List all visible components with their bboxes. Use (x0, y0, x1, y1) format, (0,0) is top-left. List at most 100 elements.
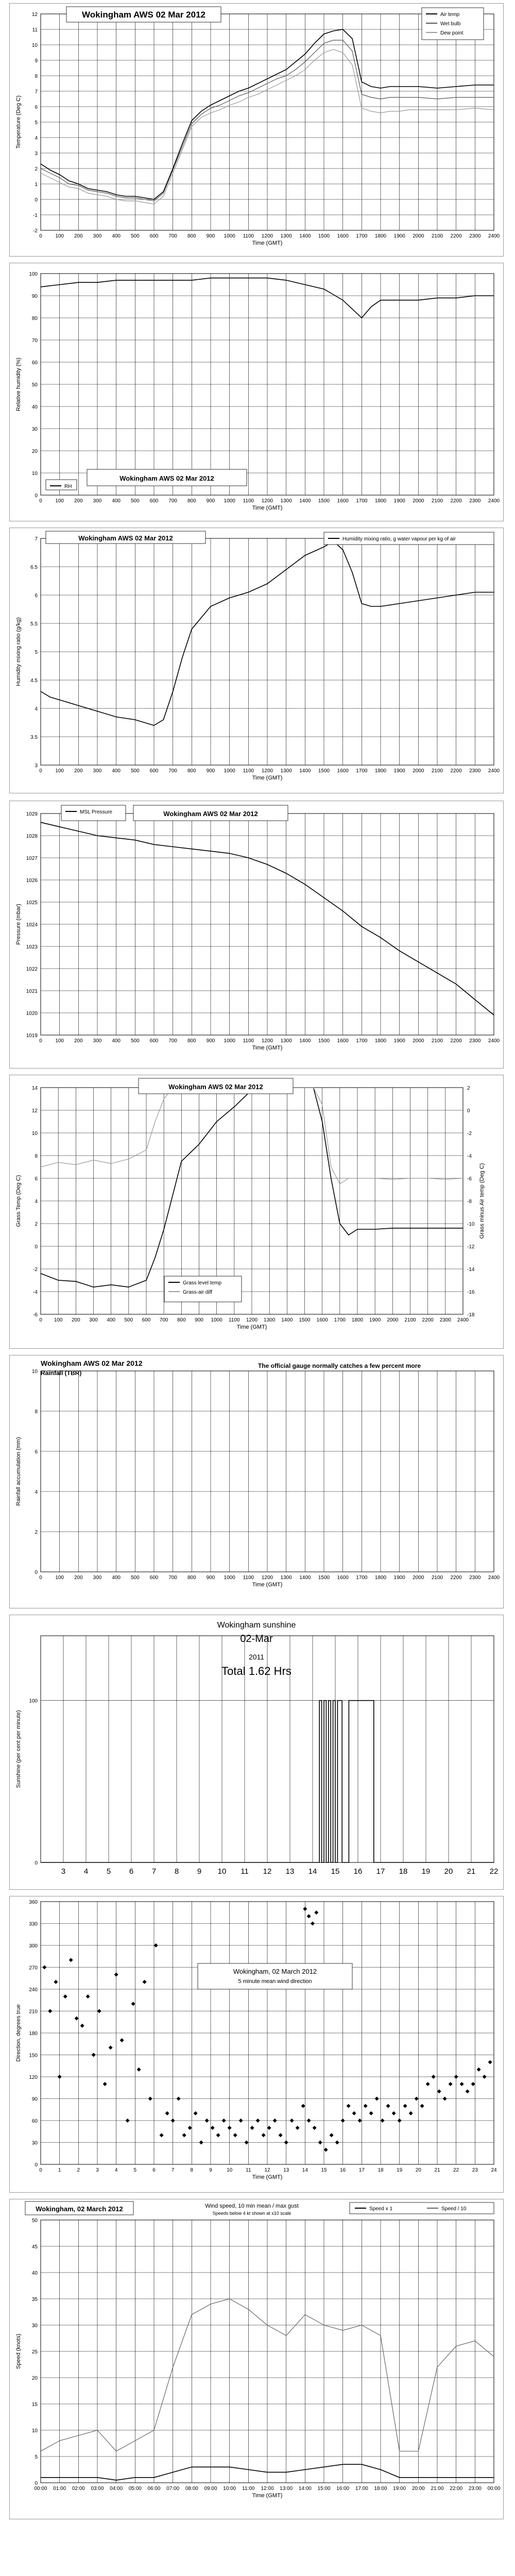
data-point (170, 2119, 175, 2123)
x-tick-label: 1000 (211, 1317, 223, 1323)
y-tick-label: 150 (29, 2053, 38, 2059)
series-line-0 (40, 29, 494, 200)
y-tick-label: 1026 (26, 878, 38, 884)
y-tick-label: 0 (35, 493, 38, 499)
x-tick-label: 100 (54, 1317, 63, 1323)
y-tick-label: -6 (33, 1312, 38, 1318)
x-tick-label: 1400 (299, 1038, 311, 1044)
y-tick-label: 240 (29, 1987, 38, 1993)
x-tick-label: 12:00 (261, 2486, 273, 2492)
data-point (425, 2082, 430, 2087)
y-tick-label: 4 (35, 1199, 38, 1205)
x-axis-label: Time (GMT) (252, 505, 283, 511)
x-tick-label: 500 (131, 1038, 140, 1044)
legend-label: Wet bulb (440, 21, 461, 27)
x-tick-label: 13 (283, 2167, 289, 2173)
x-tick-label: 1400 (299, 233, 311, 239)
x-tick-label: 200 (74, 498, 83, 504)
x-tick-label: 2200 (451, 1038, 462, 1044)
chart-subtitle: 5 minute mean wind direction (238, 1978, 312, 1985)
y-tick-label: 10 (32, 1369, 38, 1375)
y-tick-label: 12 (32, 1108, 38, 1114)
y-tick-label: 1028 (26, 834, 38, 839)
y-tick-label: 20 (32, 2376, 38, 2381)
data-point (136, 2067, 141, 2072)
y-tick-label: 2 (35, 1222, 38, 1227)
data-point (221, 2119, 226, 2123)
x-tick-label: 700 (168, 498, 177, 504)
x-tick-label: 400 (107, 1317, 115, 1323)
panel-humidity: 0 10 20 30 40 50 60 70 80 90 100 0 100 200 300 400 500 60… (9, 263, 504, 521)
chart-title: Wokingham AWS 02 Mar 2012 (41, 1359, 143, 1367)
series-line-0 (40, 277, 494, 319)
data-point (153, 1943, 158, 1947)
y-tick-label: 2 (35, 1530, 38, 1535)
y-axis-label: Direction, degrees true (15, 2004, 22, 2061)
x-tick-label: 1400 (299, 1575, 311, 1581)
title-box (197, 1963, 353, 1990)
y-tick-label: 9 (35, 58, 38, 64)
y-right-tick-label: -6 (467, 1176, 472, 1182)
data-point (459, 2082, 464, 2087)
chart-header-note: Speeds below 4 kt shown at x10 scale (213, 2211, 291, 2216)
data-point (272, 2119, 277, 2123)
x-tick-label: 1800 (375, 1038, 387, 1044)
y-tick-label: 5 (35, 650, 38, 655)
x-tick-label: 0 (39, 768, 42, 774)
chart-title: Wokingham AWS 02 Mar 2012 (119, 474, 214, 482)
x-tick-label: 4 (115, 2167, 118, 2173)
x-tick-label: 1600 (337, 768, 349, 774)
panel-mixing-ratio: 3 3.5 4 4.5 5 5.5 6 6.5 7 0 100 200 300 400 500 600 700 8… (9, 528, 504, 793)
data-point (289, 2119, 294, 2123)
data-point (233, 2133, 237, 2138)
y-right-tick-label: -14 (467, 1267, 475, 1273)
x-tick-label: 19:00 (393, 2486, 406, 2492)
legend-box (164, 1276, 242, 1302)
legend-label: Air temp (440, 12, 460, 18)
y-tick-label: 3 (35, 763, 38, 769)
y-tick-label: 0 (35, 1860, 38, 1866)
x-tick-label: 4 (84, 1867, 88, 1876)
x-tick-label: 0 (39, 1575, 42, 1581)
x-tick-label: 200 (74, 768, 83, 774)
x-tick-label: 600 (150, 768, 159, 774)
x-tick-label: 14 (308, 1867, 317, 1876)
x-tick-label: 20:00 (412, 2486, 425, 2492)
y-tick-label: 4.5 (30, 678, 38, 684)
y-tick-label: 8 (35, 1154, 38, 1159)
y-tick-label: 4 (35, 706, 38, 712)
x-tick-label: 02:00 (72, 2486, 85, 2492)
x-tick-label: 0 (39, 233, 42, 239)
x-tick-label: 300 (93, 768, 102, 774)
x-tick-label: 800 (177, 1317, 186, 1323)
x-tick-label: 900 (207, 1038, 215, 1044)
data-point (187, 2126, 192, 2130)
legend-label: MSL Pressure (80, 809, 112, 815)
x-tick-label: 400 (112, 1575, 121, 1581)
x-tick-label: 1900 (394, 1575, 406, 1581)
y-tick-label: 15 (32, 2402, 38, 2408)
chart-total: Total 1.62 Hrs (221, 1665, 291, 1677)
gridlines (40, 1370, 494, 1572)
x-tick-label: 15:00 (317, 2486, 330, 2492)
x-tick-label: 9 (197, 1867, 201, 1876)
x-tick-label: 2300 (469, 1575, 481, 1581)
x-tick-label: 600 (150, 1038, 159, 1044)
data-point (465, 2089, 470, 2094)
x-axis-label: Time (GMT) (237, 1324, 267, 1330)
x-tick-label: 500 (131, 498, 140, 504)
data-point (369, 2111, 373, 2115)
x-tick-label: 2100 (432, 498, 443, 504)
x-tick-label: 24 (491, 2167, 497, 2173)
x-tick-label: 17:00 (355, 2486, 368, 2492)
y-axis-label: Pressure (mbar) (15, 904, 22, 944)
x-tick-label: 1700 (356, 498, 368, 504)
x-tick-label: 21:00 (431, 2486, 443, 2492)
y-tick-label: 30 (32, 2323, 38, 2329)
x-tick-label: 10 (218, 1867, 227, 1876)
data-point (312, 2126, 317, 2130)
x-tick-label: 2400 (488, 1038, 500, 1044)
y-tick-label: 70 (32, 338, 38, 344)
y-right-tick-label: -12 (467, 1244, 475, 1250)
x-tick-label: 1600 (337, 233, 349, 239)
